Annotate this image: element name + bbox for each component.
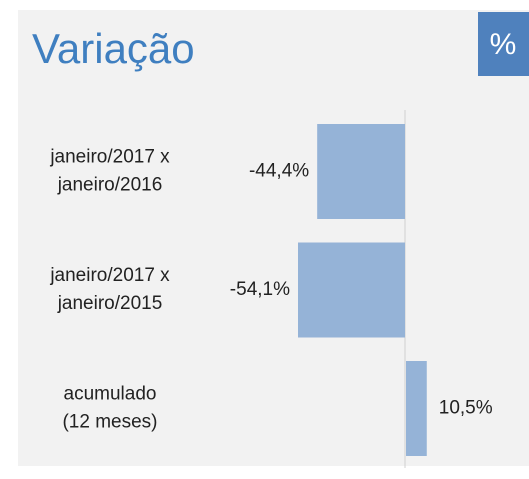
- category-label: acumulado: [64, 384, 157, 405]
- value-label: 10,5%: [439, 398, 493, 419]
- category-label: janeiro/2016: [57, 175, 163, 196]
- bar: [317, 124, 405, 219]
- value-label: -54,1%: [230, 279, 290, 300]
- category-label: janeiro/2015: [57, 293, 163, 314]
- badge-label: %: [490, 28, 517, 61]
- badge: [478, 12, 529, 76]
- bar: [406, 361, 427, 456]
- category-label: janeiro/2017 x: [49, 265, 170, 286]
- category-label: (12 meses): [62, 412, 157, 433]
- chart-title: Variação: [32, 25, 195, 72]
- category-label: janeiro/2017 x: [49, 147, 170, 168]
- value-label: -44,4%: [249, 161, 309, 182]
- panel: [18, 10, 529, 466]
- bar: [298, 242, 405, 338]
